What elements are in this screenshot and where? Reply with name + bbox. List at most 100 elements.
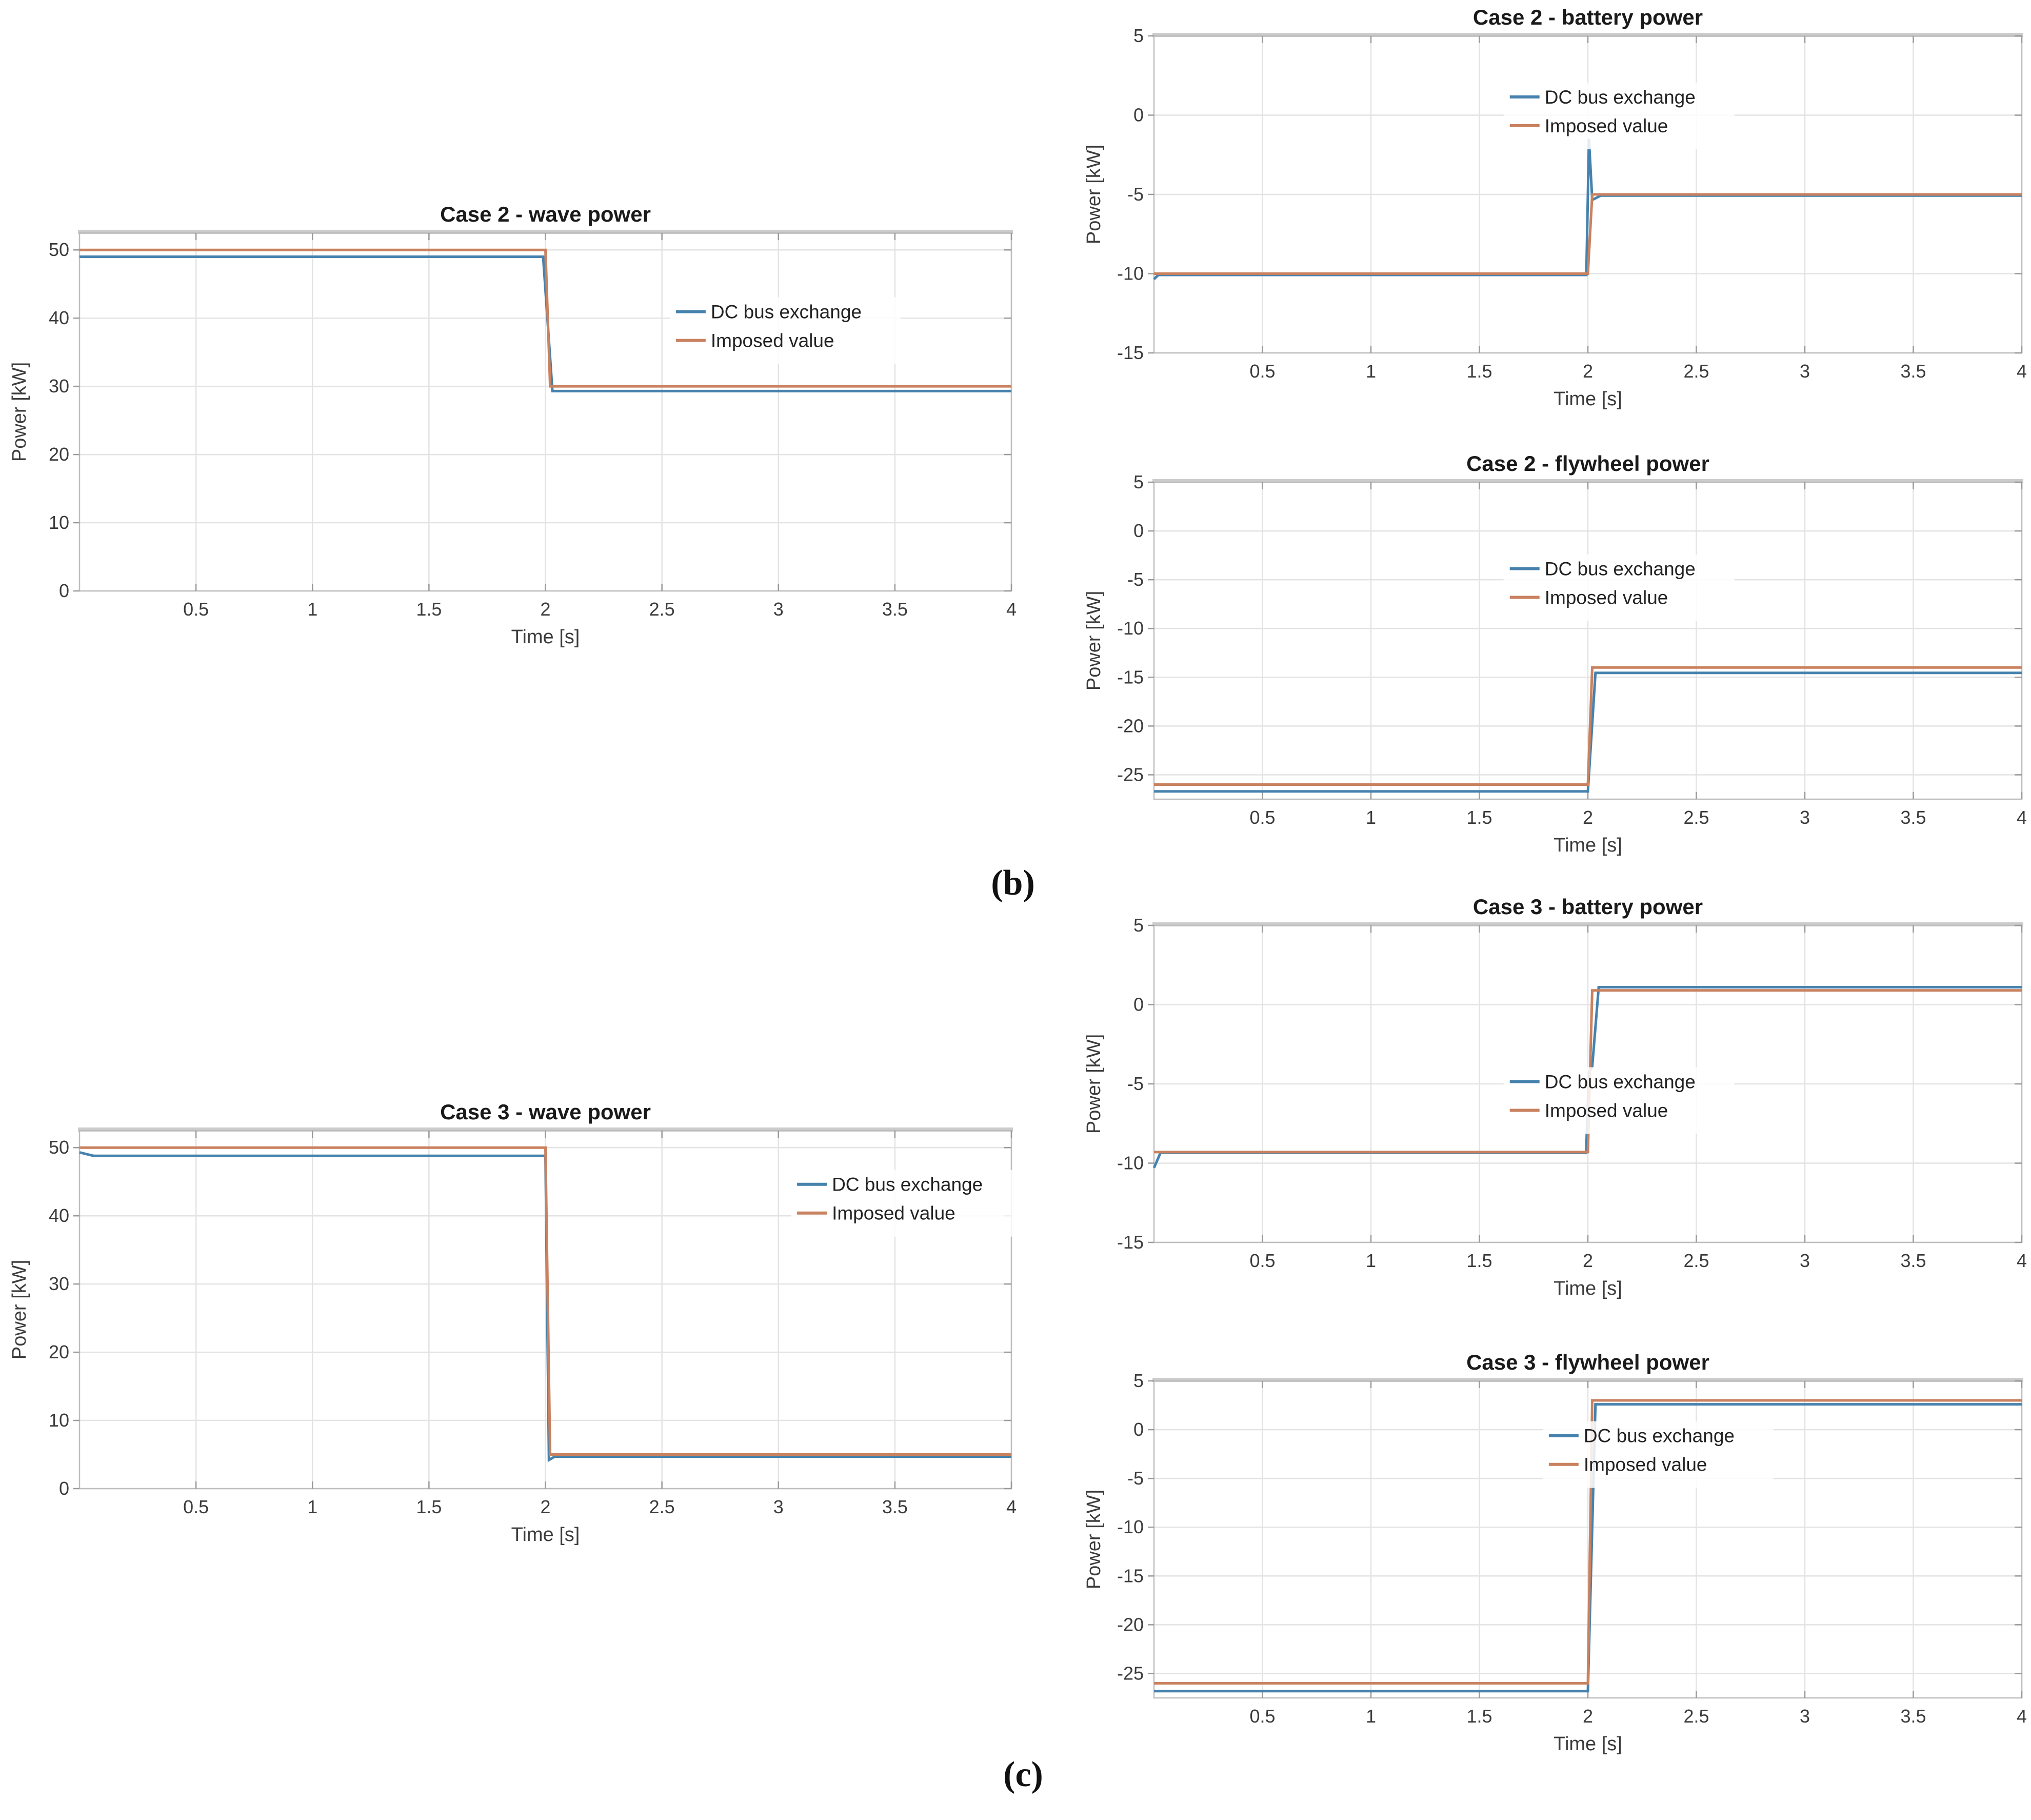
x-axis-label: Time [s] xyxy=(511,626,580,648)
y-tick-label: -15 xyxy=(1117,666,1144,687)
legend-label: Imposed value xyxy=(1584,1454,1707,1475)
tick-labels: 0.5 1 1.5 2 2.5 3 3.5 4 -25 -20 -15 -10 -5 0 5 xyxy=(1117,1370,2027,1727)
x-tick-label: 4 xyxy=(1006,1496,1017,1517)
y-tick-label: 30 xyxy=(49,1273,69,1294)
legend-background xyxy=(1503,1067,1735,1134)
x-tick-label: 1.5 xyxy=(1466,1706,1492,1727)
y-tick-label: 5 xyxy=(1133,915,1144,936)
y-tick-label: -5 xyxy=(1127,184,1144,205)
y-tick-label: -10 xyxy=(1117,618,1144,639)
y-tick-label: -10 xyxy=(1117,263,1144,284)
panel-label-c: (c) xyxy=(1003,1755,1043,1794)
tick-marks xyxy=(1148,924,2023,1243)
y-tick-label: 5 xyxy=(1133,1370,1144,1391)
series-line-imposed-value xyxy=(1154,193,2022,275)
chart-title: Case 3 - flywheel power xyxy=(1466,1350,1709,1374)
y-tick-label: -15 xyxy=(1117,342,1144,363)
panel-label-b: (b) xyxy=(991,863,1035,903)
chart-canvas: 0.5 1 1.5 2 2.5 3 3.5 4 -25 -20 -15 -10 -5 0 5 Time [s]… xyxy=(1080,450,2031,861)
tick-marks xyxy=(1148,35,2023,354)
chart-canvas: 0.5 1 1.5 2 2.5 3 3.5 4 -15 -10 -5 0 5 Time [s] Power … xyxy=(1080,4,2031,414)
y-tick-label: -10 xyxy=(1117,1516,1144,1537)
tick-marks xyxy=(1148,1380,2023,1698)
x-tick-label: 4 xyxy=(2017,361,2027,382)
chart-case2-battery-power: 0.5 1 1.5 2 2.5 3 3.5 4 -15 -10 -5 0 5 Time [s] Power … xyxy=(1080,4,2031,414)
x-tick-label: 2 xyxy=(540,599,550,620)
y-tick-label: 0 xyxy=(1133,520,1144,541)
chart-title: Case 3 - wave power xyxy=(440,1100,651,1124)
x-tick-label: 1.5 xyxy=(1466,1250,1492,1271)
x-tick-label: 1.5 xyxy=(1466,807,1492,828)
x-axis-label: Time [s] xyxy=(1554,388,1622,410)
legend: DC bus exchange Imposed value xyxy=(1503,83,1735,150)
series-line-imposed-value xyxy=(1154,1399,2022,1685)
x-tick-label: 3 xyxy=(1800,1250,1810,1271)
y-axis-label: Power [kW] xyxy=(1083,1034,1105,1134)
x-tick-label: 3.5 xyxy=(1900,361,1926,382)
x-tick-label: 1.5 xyxy=(1466,361,1492,382)
x-tick-label: 2 xyxy=(540,1496,550,1517)
x-tick-label: 2 xyxy=(1583,1250,1593,1271)
chart-case3-battery-power: 0.5 1 1.5 2 2.5 3 3.5 4 -15 -10 -5 0 5 Time [s] Power … xyxy=(1080,894,2031,1304)
chart-canvas: 0.5 1 1.5 2 2.5 3 3.5 4 -25 -20 -15 -10 -5 0 5 Time [s]… xyxy=(1080,1349,2031,1759)
y-tick-label: 40 xyxy=(49,1205,69,1226)
y-axis-label: Power [kW] xyxy=(9,1260,30,1359)
y-tick-label: 40 xyxy=(49,307,69,328)
chart-case3-flywheel-power: 0.5 1 1.5 2 2.5 3 3.5 4 -25 -20 -15 -10 -5 0 5 Time [s]… xyxy=(1080,1349,2031,1759)
y-tick-label: 0 xyxy=(1133,105,1144,126)
x-tick-label: 3 xyxy=(1800,807,1810,828)
x-tick-label: 0.5 xyxy=(183,599,209,620)
x-tick-label: 2 xyxy=(1583,361,1593,382)
series-line-imposed-value xyxy=(79,248,1011,388)
x-axis-label: Time [s] xyxy=(511,1524,580,1546)
chart-case3-wave-power: 0.5 1 1.5 2 2.5 3 3.5 4 0 10 20 30 40 50 Time [s] Power… xyxy=(5,1099,1021,1550)
legend-label: Imposed value xyxy=(711,330,834,351)
tick-marks xyxy=(1148,481,2023,799)
x-tick-label: 3 xyxy=(1800,361,1810,382)
x-tick-label: 1.5 xyxy=(416,1496,442,1517)
x-axis-label: Time [s] xyxy=(1554,1278,1622,1299)
chart-canvas: 0.5 1 1.5 2 2.5 3 3.5 4 -15 -10 -5 0 5 Time [s] Power … xyxy=(1080,894,2031,1304)
legend-label: Imposed value xyxy=(1545,1100,1668,1121)
x-tick-label: 3.5 xyxy=(882,599,908,620)
legend: DC bus exchange Imposed value xyxy=(1503,1067,1735,1134)
x-tick-label: 1 xyxy=(307,1496,317,1517)
x-tick-label: 1 xyxy=(1366,1250,1376,1271)
x-axis-label: Time [s] xyxy=(1554,835,1622,856)
x-tick-label: 2.5 xyxy=(1683,361,1709,382)
y-tick-label: 5 xyxy=(1133,25,1144,46)
y-tick-label: -20 xyxy=(1117,1614,1144,1635)
chart-case2-flywheel-power: 0.5 1 1.5 2 2.5 3 3.5 4 -25 -20 -15 -10 -5 0 5 Time [s]… xyxy=(1080,450,2031,861)
y-tick-label: 10 xyxy=(49,512,69,533)
chart-title: Case 3 - battery power xyxy=(1473,895,1703,919)
x-tick-label: 3.5 xyxy=(1900,1250,1926,1271)
y-tick-label: -20 xyxy=(1117,715,1144,736)
legend-background xyxy=(1542,1421,1774,1488)
series-line-imposed-value xyxy=(79,1146,1011,1456)
x-tick-label: 4 xyxy=(1006,599,1017,620)
legend-label: DC bus exchange xyxy=(1545,87,1696,108)
x-tick-label: 2.5 xyxy=(1683,1250,1709,1271)
tick-labels: 0.5 1 1.5 2 2.5 3 3.5 4 -15 -10 -5 0 5 xyxy=(1117,25,2027,382)
legend-label: DC bus exchange xyxy=(832,1174,983,1195)
legend-label: DC bus exchange xyxy=(1545,1071,1696,1092)
y-tick-label: 20 xyxy=(49,444,69,465)
x-tick-label: 1 xyxy=(307,599,317,620)
y-tick-label: -10 xyxy=(1117,1153,1144,1174)
legend: DC bus exchange Imposed value xyxy=(669,297,901,364)
series-line-imposed-value xyxy=(1154,666,2022,786)
y-tick-label: 0 xyxy=(59,580,69,601)
x-tick-label: 0.5 xyxy=(183,1496,209,1517)
y-tick-label: 0 xyxy=(59,1478,69,1499)
x-tick-label: 1 xyxy=(1366,361,1376,382)
legend-background xyxy=(1503,83,1735,150)
tick-labels: 0.5 1 1.5 2 2.5 3 3.5 4 -25 -20 -15 -10 -5 0 5 xyxy=(1117,471,2027,828)
x-tick-label: 3 xyxy=(773,1496,784,1517)
y-tick-label: 20 xyxy=(49,1341,69,1362)
y-tick-label: -25 xyxy=(1117,1663,1144,1684)
legend-label: Imposed value xyxy=(1545,115,1668,136)
legend-label: Imposed value xyxy=(1545,587,1668,608)
